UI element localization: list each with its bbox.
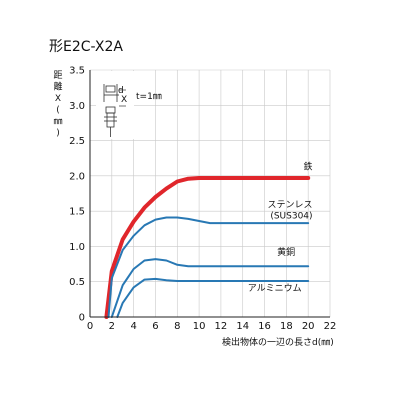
x-tick-label: 22: [324, 321, 337, 332]
x-tick-label: 2: [109, 321, 115, 332]
series-lines: [104, 176, 311, 319]
y-tick-label: 2.0: [69, 171, 85, 182]
y-tick-label: 1.5: [69, 207, 85, 218]
y-tick-labels: 0 0.5 1.0 1.5 2.0 2.5 3.0 3.5: [69, 66, 85, 324]
y-axis-label-char: ㎜: [53, 117, 62, 127]
x-tick-label: 20: [302, 321, 315, 332]
x-tick-label: 16: [258, 321, 271, 332]
series-label-3: 黄銅: [277, 246, 295, 258]
series-label-2: ステンレス(SUS304): [268, 200, 313, 222]
chart-title: 形E2C-X2A: [49, 39, 123, 55]
grid: [90, 69, 331, 317]
sensor-diagram-inset: d X: [96, 71, 134, 139]
series-line-3: [110, 258, 310, 318]
x-tick-label: 12: [215, 321, 228, 332]
y-axis-label-char: (: [56, 106, 60, 116]
y-tick-label: 0.5: [69, 277, 85, 288]
x-tick-label: 8: [174, 321, 180, 332]
x-tick-label: 6: [152, 321, 158, 332]
y-tick-label: 1.0: [69, 242, 85, 253]
x-tick-label: 0: [87, 321, 93, 332]
series-label-1: 鉄: [304, 161, 313, 173]
inset-background: [96, 71, 134, 139]
series-line-2: [107, 216, 310, 318]
inset-d-label: d: [118, 86, 124, 96]
x-tick-labels: 0 2 4 6 8 10 12 14 16 18 20 22: [87, 321, 337, 332]
x-tick-label: 14: [236, 321, 249, 332]
y-tick-label: 2.5: [69, 136, 85, 147]
inset-x-label: X: [121, 95, 127, 105]
y-axis-label-char: X: [55, 94, 61, 104]
y-axis-label-char: 離: [53, 81, 62, 93]
y-axis-label-char: 距: [53, 70, 62, 81]
y-axis-label-char: ): [56, 129, 60, 139]
x-tick-label: 10: [193, 321, 206, 332]
series-line-4: [116, 277, 310, 318]
inset-target-plate: [105, 85, 116, 93]
x-axis-label: 検出物体の一辺の長さd(㎜): [222, 336, 334, 348]
x-tick-label: 18: [280, 321, 293, 332]
series-line-1: [104, 176, 311, 319]
series-label-4: アルミニウム: [248, 283, 302, 294]
inset-thickness-label: t=1㎜: [136, 92, 162, 102]
y-tick-label: 3.0: [69, 101, 85, 112]
y-axis-label: 距離X (㎜): [53, 70, 62, 139]
y-tick-label: 0: [79, 313, 85, 324]
y-tick-label: 3.5: [69, 66, 85, 77]
x-tick-label: 4: [130, 321, 136, 332]
